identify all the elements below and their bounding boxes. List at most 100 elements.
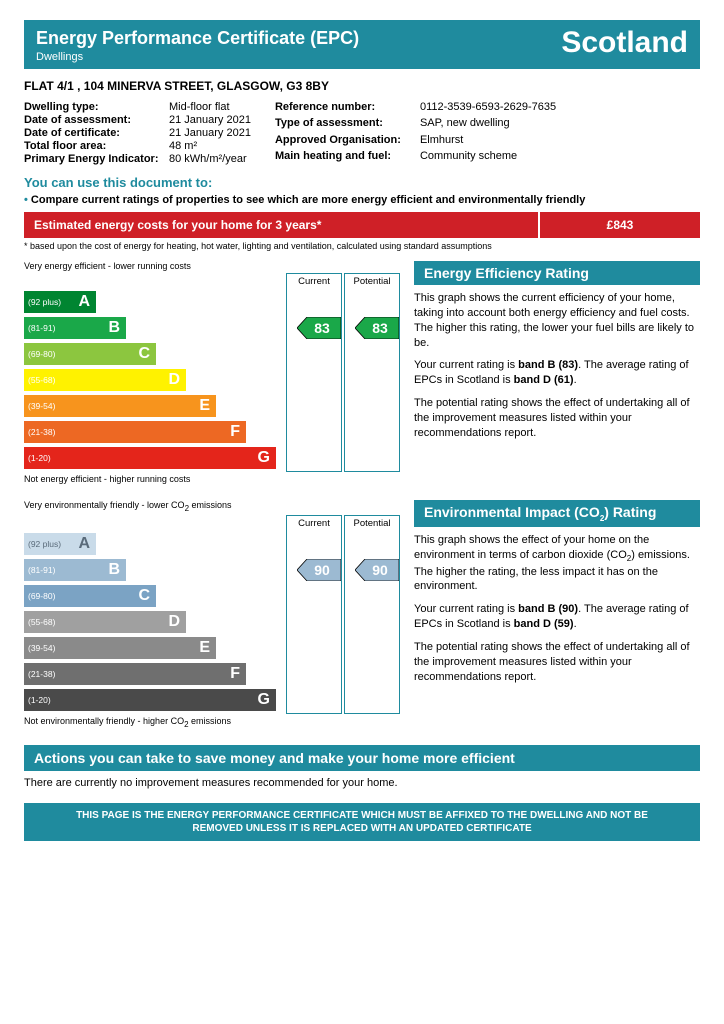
property-address: FLAT 4/1 , 104 MINERVA STREET, GLASGOW, … xyxy=(24,79,700,93)
col-header-current: Current xyxy=(286,273,342,289)
detail-value: Elmhurst xyxy=(420,134,556,149)
col-header-current: Current xyxy=(286,515,342,531)
energy-block: Very energy efficient - lower running co… xyxy=(24,261,700,486)
details-left: Dwelling type:Mid-floor flatDate of asse… xyxy=(24,101,251,165)
band-F: (21-38)F xyxy=(24,663,246,685)
chart-caption-bottom: Not energy efficient - higher running co… xyxy=(24,474,400,484)
cell-current xyxy=(286,583,342,609)
energy-heading: Energy Efficiency Rating xyxy=(414,261,700,285)
cell-potential xyxy=(344,419,400,445)
band-C: (69-80)C xyxy=(24,585,156,607)
chart-caption-top: Very energy efficient - lower running co… xyxy=(24,261,400,271)
footer-notice: THIS PAGE IS THE ENERGY PERFORMANCE CERT… xyxy=(24,803,700,841)
header-bar: Energy Performance Certificate (EPC) Dwe… xyxy=(24,20,700,69)
band-D: (55-68)D xyxy=(24,611,186,633)
band-C: (69-80)C xyxy=(24,343,156,365)
env-text: Environmental Impact (CO2) Rating This g… xyxy=(414,500,700,731)
arrow-potential: 83 xyxy=(355,317,399,339)
env-p1: This graph shows the effect of your home… xyxy=(414,533,700,595)
band-row: (81-91)B xyxy=(24,315,284,341)
chart-caption-bottom: Not environmentally friendly - higher CO… xyxy=(24,716,400,729)
env-heading: Environmental Impact (CO2) Rating xyxy=(414,500,700,527)
cell-current xyxy=(286,687,342,714)
header-country: Scotland xyxy=(561,28,688,58)
detail-label: Total floor area: xyxy=(24,140,169,152)
cell-current xyxy=(286,289,342,315)
arrow-potential: 90 xyxy=(355,559,399,581)
cell-potential: 83 xyxy=(344,315,400,341)
detail-value: SAP, new dwelling xyxy=(420,117,556,132)
col-header-potential: Potential xyxy=(344,515,400,531)
col-header-potential: Potential xyxy=(344,273,400,289)
cell-potential xyxy=(344,531,400,557)
header-subtitle: Dwellings xyxy=(36,51,359,63)
band-A: (92 plus)A xyxy=(24,291,96,313)
detail-label: Date of assessment: xyxy=(24,114,169,126)
epc-page: Energy Performance Certificate (EPC) Dwe… xyxy=(0,0,724,861)
cost-label: Estimated energy costs for your home for… xyxy=(24,212,538,238)
use-title: You can use this document to: xyxy=(24,175,700,190)
chart-grid: CurrentPotential(92 plus)A(81-91)B9090(6… xyxy=(24,515,400,714)
details-row: Dwelling type:Mid-floor flatDate of asse… xyxy=(24,101,700,165)
cell-potential xyxy=(344,367,400,393)
header-title: Energy Performance Certificate (EPC) xyxy=(36,28,359,49)
bullet-dot: • xyxy=(24,194,31,206)
details-right: Reference number:0112-3539-6593-2629-763… xyxy=(275,101,556,165)
band-row: (92 plus)A xyxy=(24,531,284,557)
cell-potential xyxy=(344,609,400,635)
header-left: Energy Performance Certificate (EPC) Dwe… xyxy=(36,28,359,63)
detail-value: 0112-3539-6593-2629-7635 xyxy=(420,101,556,116)
use-bullet-text: Compare current ratings of properties to… xyxy=(31,194,585,206)
detail-value: 80 kWh/m²/year xyxy=(169,153,251,165)
energy-text: Energy Efficiency Rating This graph show… xyxy=(414,261,700,486)
cell-potential xyxy=(344,341,400,367)
band-G: (1-20)G xyxy=(24,689,276,711)
cell-potential xyxy=(344,687,400,714)
cell-potential xyxy=(344,635,400,661)
actions-heading: Actions you can take to save money and m… xyxy=(24,745,700,771)
energy-chart: Very energy efficient - lower running co… xyxy=(24,261,400,486)
env-chart: Very environmentally friendly - lower CO… xyxy=(24,500,400,731)
use-bullet: • Compare current ratings of properties … xyxy=(24,194,700,206)
detail-label: Approved Organisation: xyxy=(275,134,420,149)
band-row: (21-38)F xyxy=(24,661,284,687)
cell-potential xyxy=(344,393,400,419)
detail-label: Date of certificate: xyxy=(24,127,169,139)
chart-caption-top: Very environmentally friendly - lower CO… xyxy=(24,500,400,513)
band-row: (1-20)G xyxy=(24,687,284,713)
band-row: (69-80)C xyxy=(24,583,284,609)
band-row: (81-91)B xyxy=(24,557,284,583)
cost-bar: Estimated energy costs for your home for… xyxy=(24,212,700,238)
chart-grid: CurrentPotential (92 plus)A(81-91)B 83 83 (6… xyxy=(24,273,400,472)
detail-label: Reference number: xyxy=(275,101,420,116)
band-row: (1-20)G xyxy=(24,445,284,471)
arrow-current: 83 xyxy=(297,317,341,339)
band-E: (39-54)E xyxy=(24,637,216,659)
env-block: Very environmentally friendly - lower CO… xyxy=(24,500,700,731)
cost-value: £843 xyxy=(540,212,700,238)
detail-value: 21 January 2021 xyxy=(169,127,251,139)
detail-label: Primary Energy Indicator: xyxy=(24,153,169,165)
band-row: (21-38)F xyxy=(24,419,284,445)
cell-potential: 90 xyxy=(344,557,400,583)
detail-value: 48 m² xyxy=(169,140,251,152)
cell-current xyxy=(286,393,342,419)
band-row: (92 plus)A xyxy=(24,289,284,315)
cell-potential xyxy=(344,445,400,472)
cell-current xyxy=(286,635,342,661)
band-F: (21-38)F xyxy=(24,421,246,443)
band-E: (39-54)E xyxy=(24,395,216,417)
actions-body: There are currently no improvement measu… xyxy=(24,777,700,789)
detail-value: Mid-floor flat xyxy=(169,101,251,113)
band-B: (81-91)B xyxy=(24,559,126,581)
band-row: (39-54)E xyxy=(24,635,284,661)
band-row: (39-54)E xyxy=(24,393,284,419)
cell-potential xyxy=(344,289,400,315)
band-G: (1-20)G xyxy=(24,447,276,469)
cell-potential xyxy=(344,583,400,609)
detail-value: 21 January 2021 xyxy=(169,114,251,126)
env-p3: The potential rating shows the effect of… xyxy=(414,640,700,685)
cell-current xyxy=(286,367,342,393)
env-p2: Your current rating is band B (90). The … xyxy=(414,602,700,632)
detail-label: Type of assessment: xyxy=(275,117,420,132)
